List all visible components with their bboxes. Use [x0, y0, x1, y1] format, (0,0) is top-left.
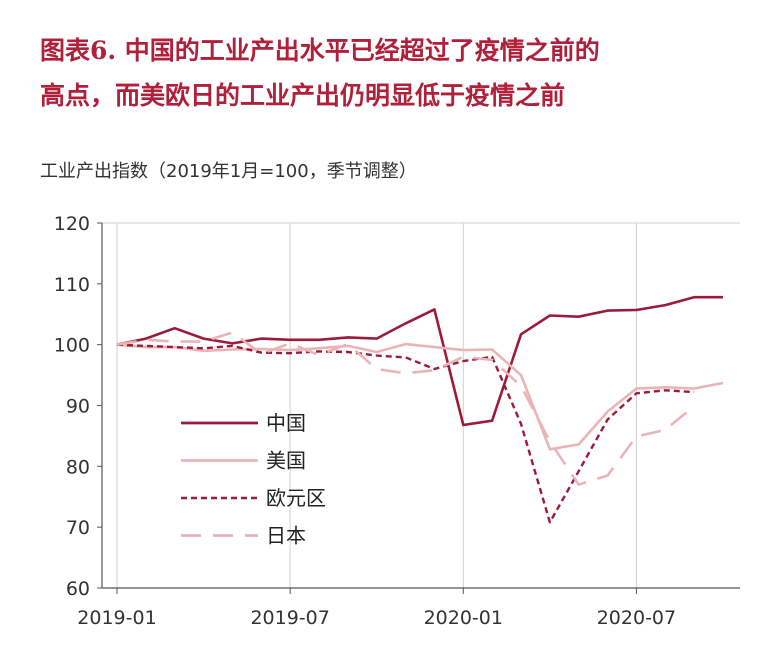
- chart-title-line-2: 高点，而美欧日的工业产出仍明显低于疫情之前: [40, 81, 566, 110]
- legend-label-日本: 日本: [266, 524, 306, 548]
- y-axis-label: 工业产出指数（2019年1月=100，季节调整）: [40, 161, 417, 182]
- y-tick-label: 80: [66, 456, 90, 478]
- legend-label-中国: 中国: [266, 411, 306, 435]
- y-tick-label: 110: [54, 274, 90, 296]
- x-tick-label: 2019-01: [77, 607, 156, 629]
- x-tick-label: 2019-07: [250, 607, 329, 629]
- chart-title-line-1: 图表6. 中国的工业产出水平已经超过了疫情之前的: [40, 36, 600, 65]
- y-tick-label: 120: [54, 213, 90, 235]
- y-tick-label: 90: [66, 396, 90, 418]
- series-lines: [116, 295, 724, 524]
- series-line-欧元区: [116, 343, 695, 524]
- legend-label-美国: 美国: [266, 449, 306, 473]
- y-tick-label: 70: [66, 517, 90, 539]
- series-line-日本: [116, 331, 695, 486]
- y-tick-label: 60: [66, 578, 90, 600]
- axes: 60 70 80 90 100 110 120 2019-01 2019-07 2020-01 20…: [54, 213, 740, 629]
- x-tick-label: 2020-07: [597, 607, 676, 629]
- series-line-中国: [116, 295, 723, 427]
- chart-title: 图表6. 中国的工业产出水平已经超过了疫情之前的 高点，而美欧日的工业产出仍明显…: [40, 28, 760, 118]
- y-tick-label: 100: [54, 335, 90, 357]
- legend-label-欧元区: 欧元区: [266, 486, 326, 510]
- gridlines: [102, 222, 740, 588]
- series-line-美国: [116, 342, 724, 451]
- x-tick-label: 2020-01: [424, 607, 503, 629]
